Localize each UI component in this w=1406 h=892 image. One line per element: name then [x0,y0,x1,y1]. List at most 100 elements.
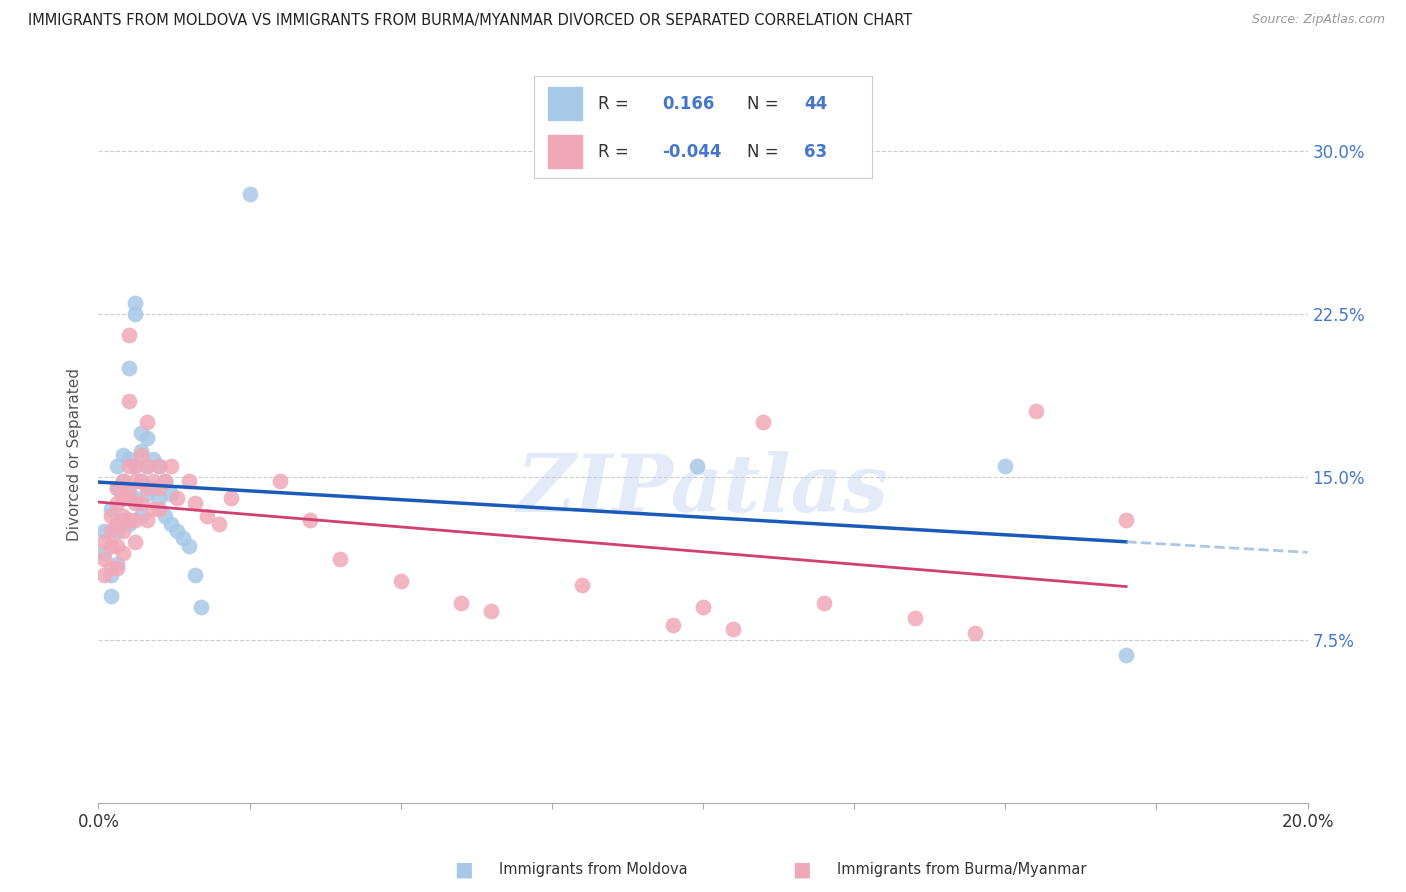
Point [135,487,157,501]
Point [124,496,146,510]
Point [1115,648,1137,662]
Point [129,448,152,462]
Point [105,557,128,571]
Point [118,393,141,408]
Point [179,539,201,553]
Point [124,491,146,506]
Point [111,474,134,488]
Point [179,474,201,488]
Text: ▪: ▪ [454,855,474,884]
Point [142,502,165,516]
Point [100,508,122,523]
Point [160,487,183,501]
Point [124,458,146,473]
Point [93,567,115,582]
Point [111,513,134,527]
Point [111,448,134,462]
Point [148,458,170,473]
Point [111,546,134,560]
Point [184,496,207,510]
Point [190,600,212,615]
Point [692,600,714,615]
Point [135,458,157,473]
Point [124,474,146,488]
Point [160,458,183,473]
Point [118,452,141,467]
Text: N =: N = [747,95,779,112]
Point [269,474,291,488]
Point [129,496,152,510]
Point [118,487,141,501]
Point [135,431,157,445]
Text: R =: R = [599,95,628,112]
Point [124,295,146,310]
Point [124,307,146,321]
Point [153,474,176,488]
Point [118,360,141,375]
Point [142,452,165,467]
Text: ▪: ▪ [792,855,811,884]
Point [752,415,775,429]
Point [118,517,141,532]
Point [111,524,134,538]
Point [111,491,134,506]
Point [662,617,685,632]
Point [142,474,165,488]
Point [389,574,412,588]
Point [129,508,152,523]
Point [105,481,128,495]
Point [160,517,183,532]
Point [129,474,152,488]
Point [686,458,709,473]
Text: 63: 63 [804,143,827,161]
Point [105,496,128,510]
Point [105,458,128,473]
Point [1115,513,1137,527]
Point [118,328,141,343]
Point [124,513,146,527]
Point [105,561,128,575]
Point [1024,404,1046,418]
Point [239,186,262,201]
Point [100,524,122,538]
Point [904,611,927,625]
Point [111,474,134,488]
Point [148,458,170,473]
Point [571,578,593,592]
Point [994,458,1017,473]
Text: ZIPatlas: ZIPatlas [517,451,889,528]
Point [723,622,745,636]
Point [118,481,141,495]
Point [93,535,115,549]
Point [124,458,146,473]
Point [221,491,243,506]
Point [124,535,146,549]
Point [111,508,134,523]
Point [450,596,472,610]
Point [208,517,231,532]
Point [93,552,115,566]
Text: 0.166: 0.166 [662,95,714,112]
Text: -0.044: -0.044 [662,143,723,161]
Point [299,513,322,527]
Point [148,491,170,506]
Bar [548,87,582,120]
Point [965,626,987,640]
Point [135,481,157,495]
Point [135,458,157,473]
Point [105,517,128,532]
Point [148,481,170,495]
Point [153,508,176,523]
Point [172,531,194,545]
Point [105,481,128,495]
Point [100,561,122,575]
Point [813,596,835,610]
Text: Immigrants from Moldova: Immigrants from Moldova [499,863,688,877]
Point [129,426,152,441]
Y-axis label: Divorced or Separated: Divorced or Separated [67,368,83,541]
Point [105,524,128,538]
Point [129,474,152,488]
Point [118,458,141,473]
Point [153,474,176,488]
Text: R =: R = [599,143,628,161]
